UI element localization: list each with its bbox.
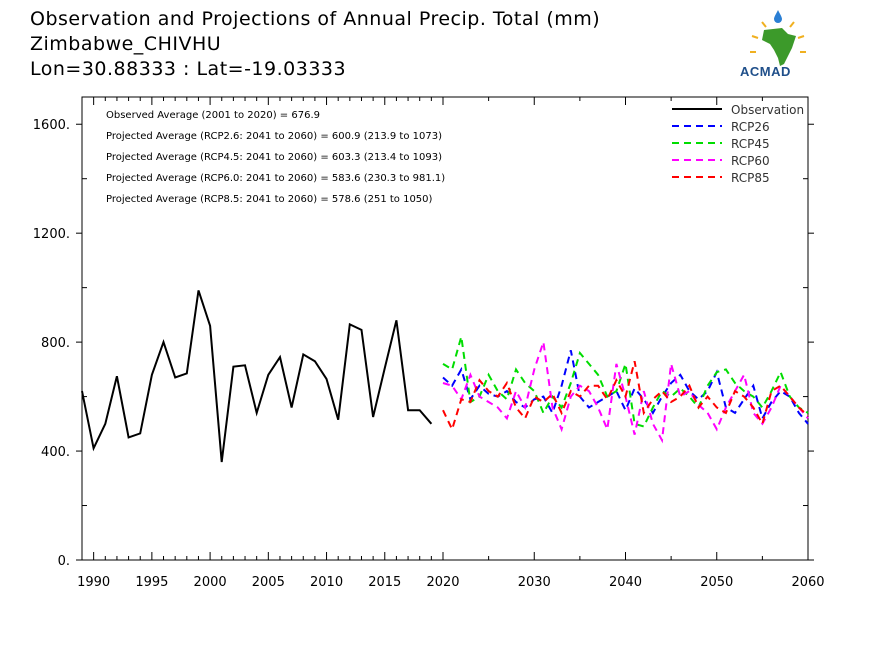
legend-label: RCP60 — [731, 154, 770, 168]
legend-label: Observation — [731, 103, 804, 117]
annotation-text: Projected Average (RCP8.5: 2041 to 2060)… — [106, 194, 433, 205]
x-tick-label: 2005 — [252, 575, 285, 590]
x-tick-label: 2040 — [609, 575, 642, 590]
series-line-observation — [81, 290, 433, 463]
x-tick-label: 1995 — [135, 575, 168, 590]
legend-label: RCP85 — [731, 171, 770, 185]
annotation-text: Projected Average (RCP6.0: 2041 to 2060)… — [106, 173, 445, 184]
series-line-rcp60 — [442, 341, 809, 444]
acmad-logo-text: ACMAD — [740, 64, 791, 79]
series-line-rcp26 — [442, 350, 809, 425]
y-tick-label: 1600. — [33, 118, 70, 133]
x-tick-label: 2010 — [310, 575, 343, 590]
plot-frame — [81, 96, 809, 561]
africa-map-logo-icon — [750, 10, 806, 66]
annotation-text: Projected Average (RCP2.6: 2041 to 2060)… — [106, 131, 442, 142]
location-label: Zimbabwe_CHIVHU — [30, 33, 222, 55]
annotation-text: Observed Average (2001 to 2020) = 676.9 — [106, 110, 320, 121]
y-tick-label: 400. — [41, 445, 70, 460]
legend-label: RCP45 — [731, 137, 770, 151]
annotation-text: Projected Average (RCP4.5: 2041 to 2060)… — [106, 152, 442, 163]
y-tick-label: 800. — [41, 336, 70, 351]
x-tick-label: 2030 — [518, 575, 551, 590]
x-tick-label: 2060 — [791, 575, 824, 590]
x-tick-label: 2050 — [700, 575, 733, 590]
x-tick-label: 1990 — [77, 575, 110, 590]
series-line-rcp85 — [442, 360, 809, 433]
y-tick-label: 0. — [58, 554, 70, 569]
chart-title: Observation and Projections of Annual Pr… — [30, 8, 601, 30]
x-tick-label: 2000 — [194, 575, 227, 590]
y-tick-label: 1200. — [33, 227, 70, 242]
coordinates-label: Lon=30.88333 : Lat=-19.03333 — [30, 58, 347, 80]
legend-label: RCP26 — [731, 120, 770, 134]
series-line-rcp45 — [442, 336, 809, 428]
x-tick-label: 2020 — [426, 575, 459, 590]
x-tick-label: 2015 — [368, 575, 401, 590]
